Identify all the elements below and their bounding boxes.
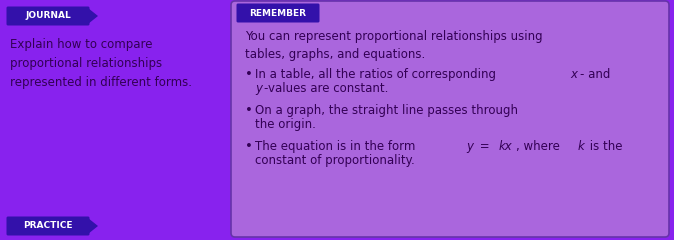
Text: REMEMBER: REMEMBER bbox=[249, 8, 307, 18]
Text: Explain how to compare
proportional relationships
represented in different forms: Explain how to compare proportional rela… bbox=[10, 38, 192, 89]
Text: , where: , where bbox=[516, 140, 563, 153]
FancyBboxPatch shape bbox=[237, 4, 319, 23]
Text: On a graph, the straight line passes through: On a graph, the straight line passes thr… bbox=[255, 104, 518, 117]
Text: =: = bbox=[476, 140, 493, 153]
Text: y: y bbox=[255, 82, 262, 95]
Text: is the: is the bbox=[586, 140, 623, 153]
Text: You can represent proportional relationships using
tables, graphs, and equations: You can represent proportional relations… bbox=[245, 30, 543, 61]
Text: •: • bbox=[245, 140, 253, 153]
Text: - and: - and bbox=[580, 68, 610, 81]
Text: PRACTICE: PRACTICE bbox=[23, 222, 73, 230]
FancyBboxPatch shape bbox=[7, 6, 90, 25]
Text: k: k bbox=[578, 140, 584, 153]
Text: JOURNAL: JOURNAL bbox=[25, 12, 71, 20]
Text: x: x bbox=[571, 68, 578, 81]
Text: •: • bbox=[245, 104, 253, 117]
FancyBboxPatch shape bbox=[231, 1, 669, 237]
Text: constant of proportionality.: constant of proportionality. bbox=[255, 154, 415, 167]
FancyBboxPatch shape bbox=[7, 216, 90, 235]
Text: -values are constant.: -values are constant. bbox=[264, 82, 388, 95]
Text: In a table, all the ratios of corresponding: In a table, all the ratios of correspond… bbox=[255, 68, 499, 81]
Text: •: • bbox=[245, 68, 253, 81]
Text: The equation is in the form: The equation is in the form bbox=[255, 140, 419, 153]
Text: kx: kx bbox=[498, 140, 512, 153]
Polygon shape bbox=[88, 218, 98, 234]
Text: y: y bbox=[467, 140, 474, 153]
Polygon shape bbox=[88, 8, 98, 24]
Text: the origin.: the origin. bbox=[255, 118, 316, 131]
